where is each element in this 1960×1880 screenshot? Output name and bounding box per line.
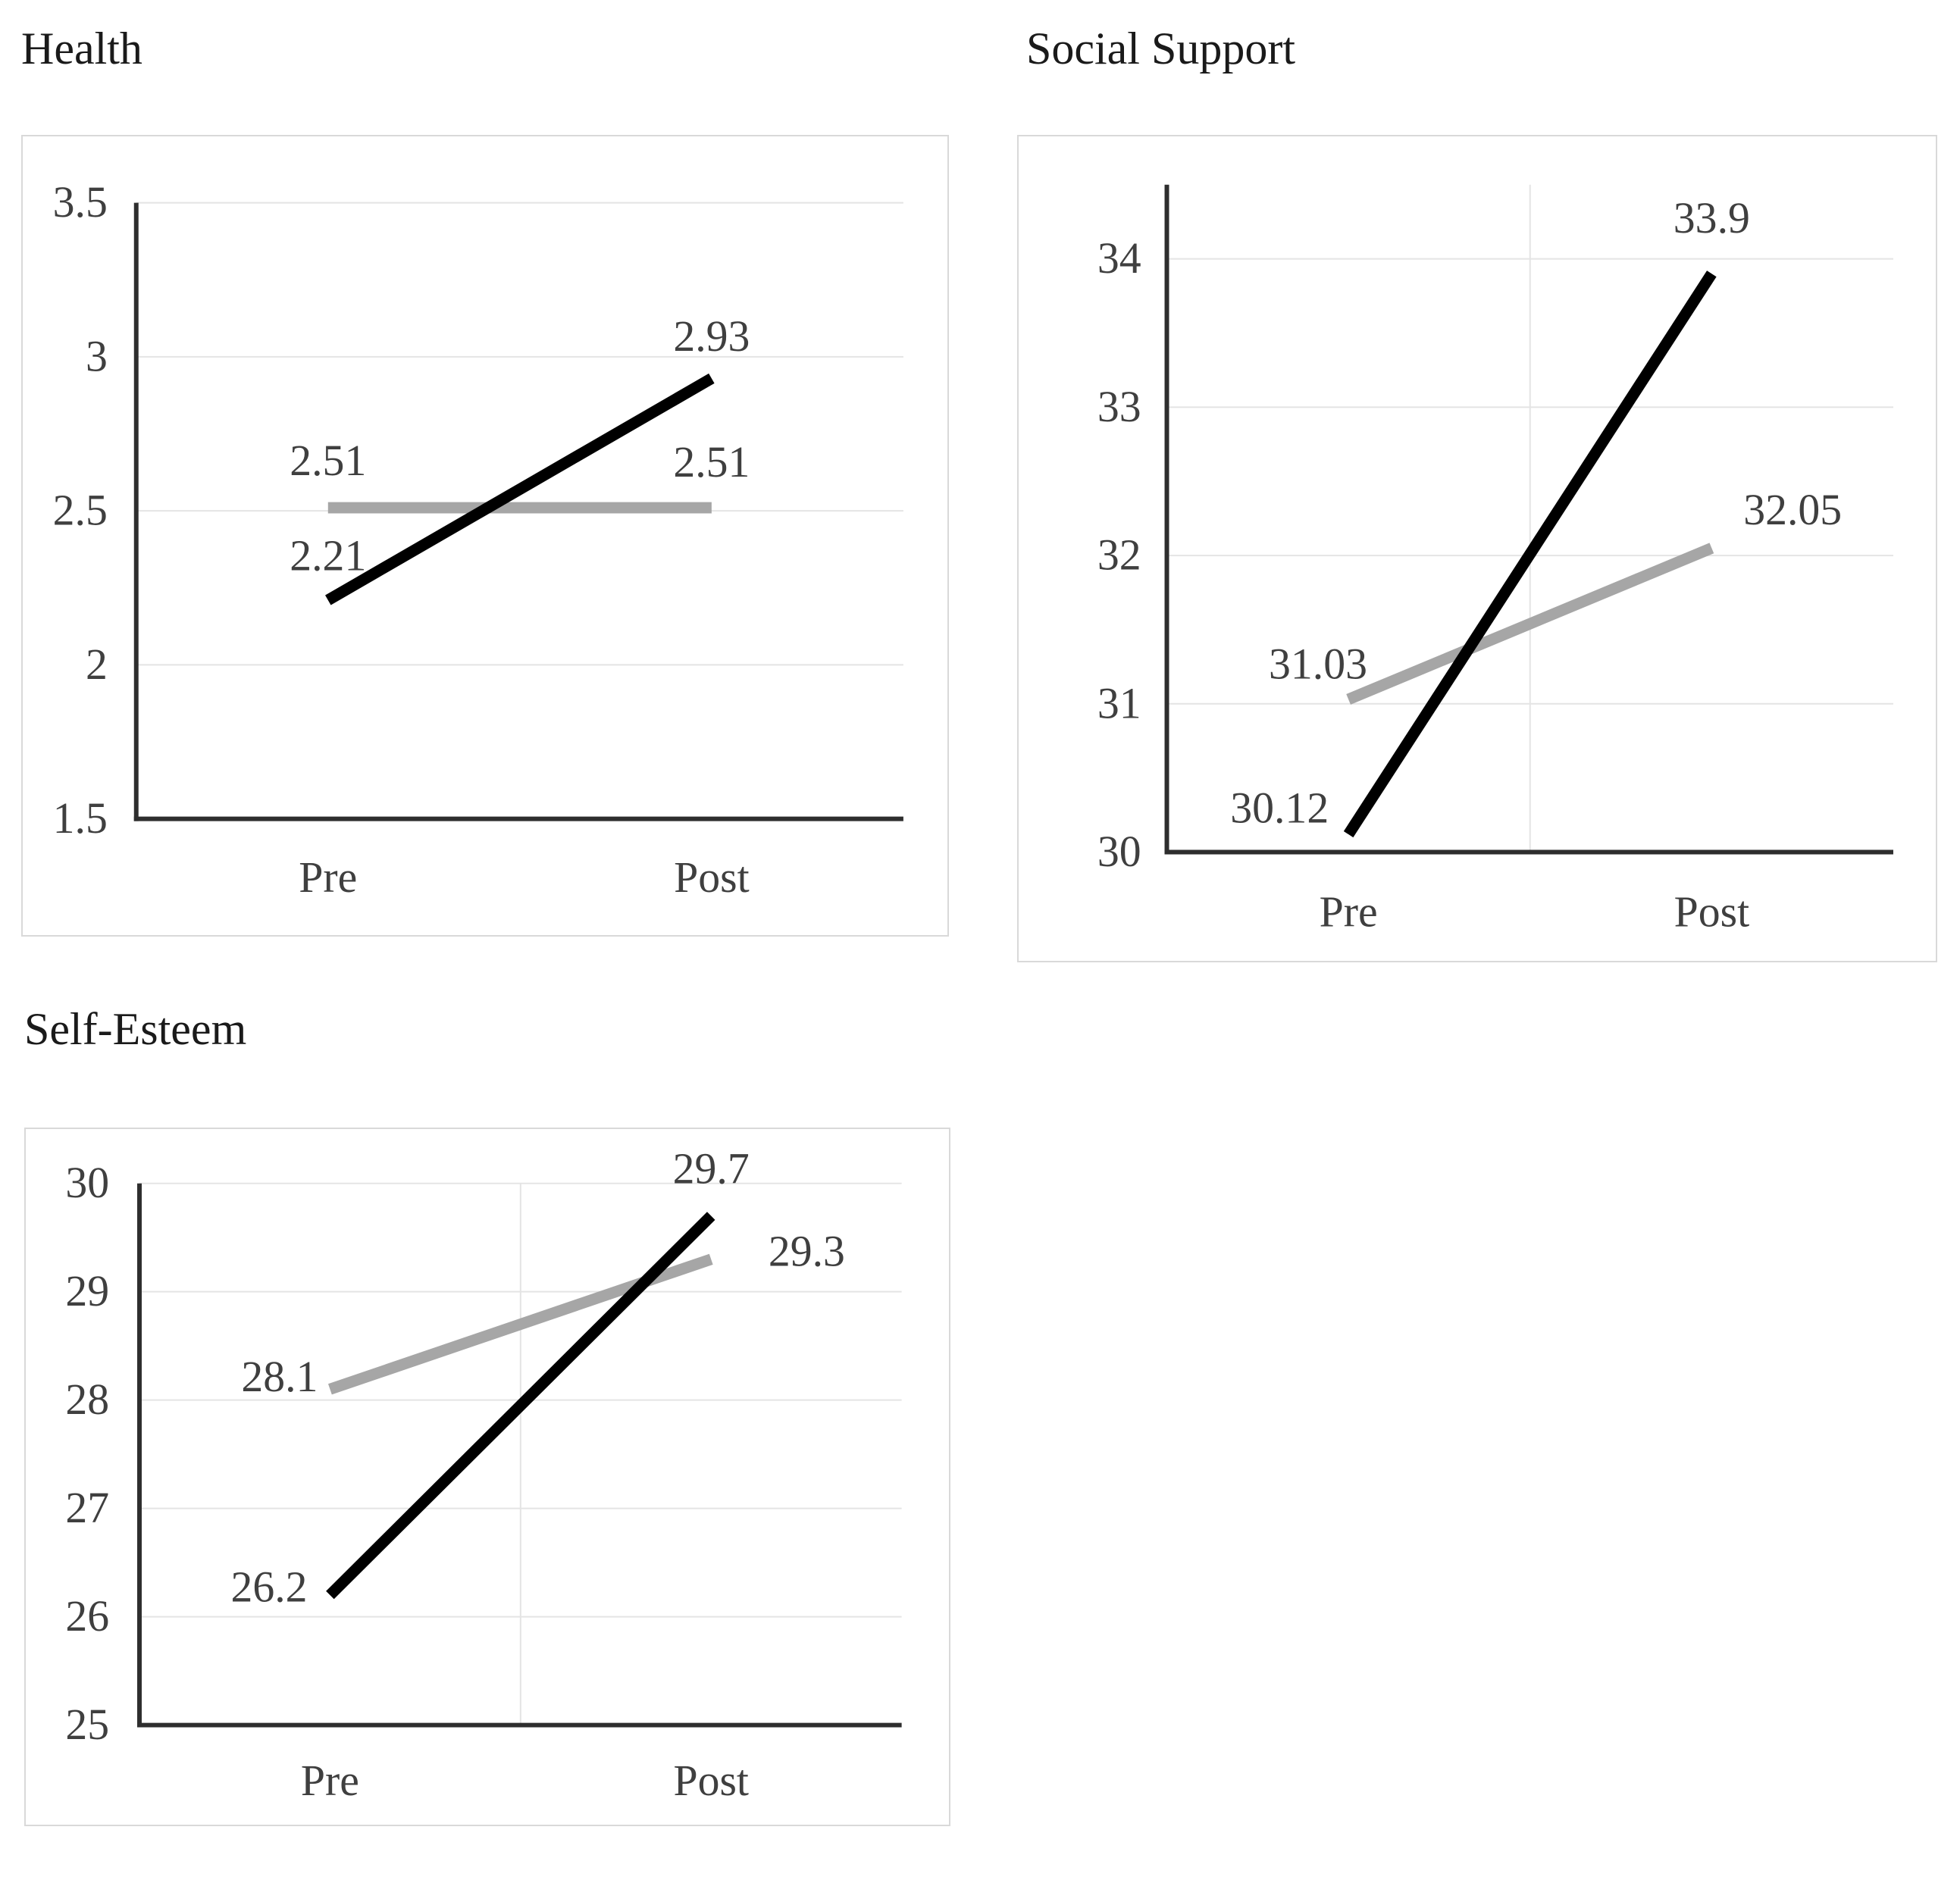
- y-tick-label: 2.5: [53, 487, 108, 535]
- y-tick-label: 32: [1097, 532, 1141, 580]
- social-support-chart: Social Support 34 33 32 31 30 Pre Post 30.12 33.…: [1017, 21, 1937, 962]
- data-label-series-2-gray-pre: 2.51: [290, 437, 366, 485]
- x-category-label: Post: [1674, 889, 1750, 937]
- x-category-label: Post: [674, 854, 750, 902]
- y-tick-label: 28: [65, 1376, 109, 1424]
- social-support-chart-canvas: 34 33 32 31 30 Pre Post 30.12 33.9 31.03 32.05: [1017, 135, 1937, 962]
- series-line-series-1-black: [1343, 271, 1717, 838]
- data-label-series-2-gray-post: 29.3: [769, 1228, 845, 1275]
- data-label-series-1-black-post: 33.9: [1674, 195, 1750, 242]
- health-chart-title: Health: [21, 23, 142, 74]
- x-category-label: Pre: [1320, 889, 1378, 937]
- data-label-series-2-gray-pre: 31.03: [1269, 641, 1367, 689]
- series-line-series-1-black: [325, 373, 715, 605]
- y-tick-label: 30: [65, 1159, 109, 1207]
- y-tick-label: 29: [65, 1268, 109, 1315]
- health-chart-svg: 3.5 3 2.5 2 1.5 Pre Post 2.21 2.93 2.51 2.51: [53, 179, 903, 902]
- y-tick-label: 33: [1097, 383, 1141, 431]
- self-esteem-chart: Self-Esteem 30 29 28 27 26 25 Pre Post 26.2 29.7 2…: [24, 1002, 950, 1826]
- x-category-label: Post: [673, 1757, 749, 1805]
- social-support-chart-title: Social Support: [1026, 23, 1295, 74]
- x-category-label: Pre: [299, 854, 357, 902]
- self-esteem-chart-canvas: 30 29 28 27 26 25 Pre Post 26.2 29.7 28.1 29.3: [24, 1128, 950, 1826]
- data-label-series-1-black-pre: 26.2: [230, 1564, 307, 1612]
- y-tick-label: 27: [65, 1484, 109, 1532]
- data-label-series-1-black-pre: 30.12: [1230, 785, 1329, 833]
- self-esteem-chart-svg: 30 29 28 27 26 25 Pre Post 26.2 29.7 28.1 29.3: [65, 1145, 902, 1805]
- y-tick-label: 25: [65, 1701, 109, 1749]
- y-tick-label: 26: [65, 1593, 109, 1641]
- y-tick-label: 30: [1097, 828, 1141, 876]
- health-chart: Health 3.5 3 2.5 2 1.5 Pre Post 2.21 2.93 2.51 2.5…: [21, 21, 949, 937]
- y-tick-label: 34: [1097, 235, 1141, 283]
- y-tick-label: 3.5: [53, 179, 108, 227]
- series-line-series-2-gray: [1346, 543, 1714, 705]
- data-label-series-1-black-post: 29.7: [673, 1145, 750, 1193]
- self-esteem-chart-title: Self-Esteem: [24, 1004, 247, 1054]
- series-line-series-1-black: [326, 1212, 715, 1600]
- social-support-chart-svg: 34 33 32 31 30 Pre Post 30.12 33.9 31.03 32.05: [1097, 184, 1893, 937]
- y-tick-label: 31: [1097, 680, 1141, 727]
- data-label-series-1-black-pre: 2.21: [290, 533, 366, 580]
- data-label-series-1-black-post: 2.93: [673, 313, 750, 361]
- y-tick-label: 1.5: [53, 795, 108, 843]
- data-label-series-2-gray-post: 32.05: [1743, 486, 1842, 534]
- data-label-series-2-gray-pre: 28.1: [241, 1353, 318, 1401]
- y-tick-label: 2: [86, 641, 108, 689]
- x-category-label: Pre: [301, 1757, 359, 1805]
- y-tick-label: 3: [86, 333, 108, 380]
- health-chart-canvas: 3.5 3 2.5 2 1.5 Pre Post 2.21 2.93 2.51 2.51: [21, 135, 949, 937]
- data-label-series-2-gray-post: 2.51: [673, 439, 750, 486]
